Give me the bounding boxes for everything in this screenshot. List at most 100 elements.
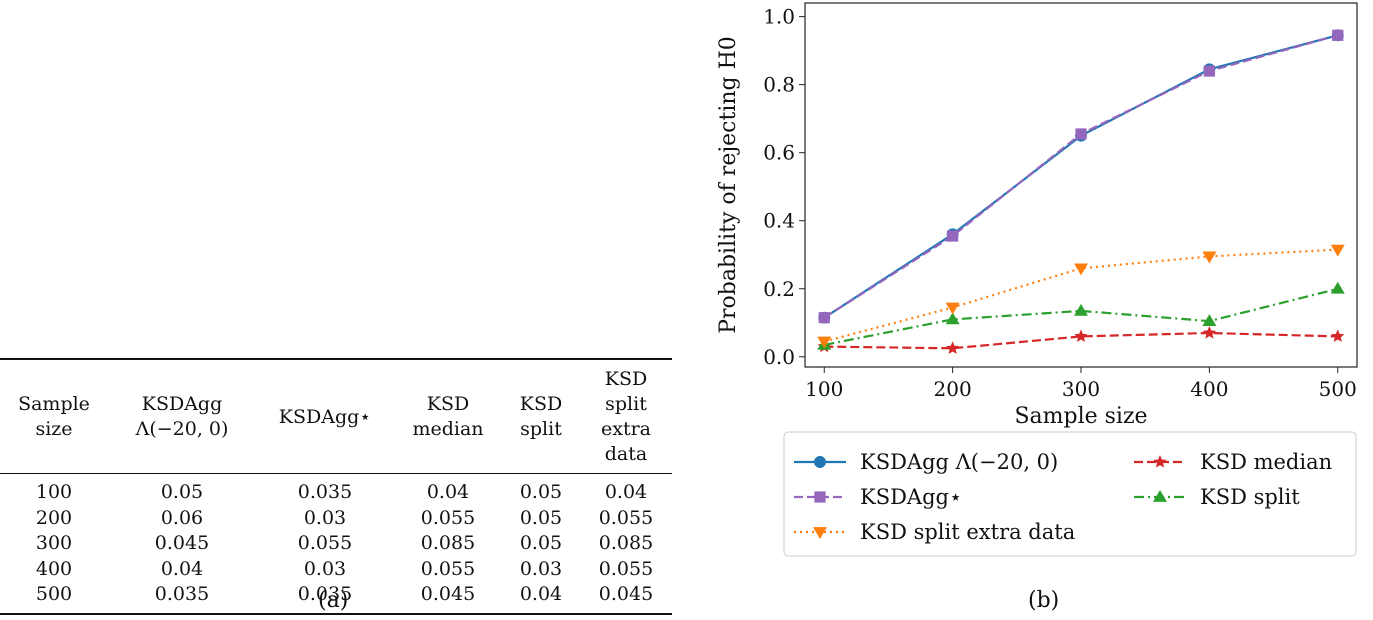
series-0 — [818, 29, 1344, 324]
data-point — [945, 302, 960, 315]
series-line — [824, 287, 1338, 346]
legend-label: KSDAgg Λ(−20, 0) — [860, 450, 1058, 474]
data-point — [947, 230, 959, 242]
header-ksd-split-extra: KSD split extra data — [580, 358, 672, 474]
table-row: 300 0.045 0.055 0.085 0.05 0.085 — [0, 531, 672, 557]
table-row: 400 0.04 0.03 0.055 0.03 0.055 — [0, 557, 672, 583]
y-tick-label: 0.2 — [763, 277, 795, 301]
table-cell: 0.06 — [160, 506, 204, 529]
y-tick-label: 0.0 — [763, 345, 795, 369]
caption-b: (b) — [1028, 588, 1060, 613]
table-row: 100 0.05 0.035 0.04 0.05 0.04 — [0, 474, 672, 506]
data-point — [1331, 329, 1345, 343]
data-point — [1202, 325, 1217, 339]
header-sample-size: Sample size — [0, 358, 108, 474]
legend-entry: KSD split — [1134, 485, 1300, 509]
legend-entry: KSDAgg Λ(−20, 0) — [794, 450, 1058, 474]
x-tick-label: 400 — [1190, 377, 1228, 401]
legend-label: KSD median — [1200, 450, 1332, 474]
table-cell: 0.045 — [154, 532, 210, 554]
table-cell: 0.045 — [394, 582, 502, 615]
table-cell: 0.085 — [598, 532, 654, 554]
table-cell: 0.085 — [420, 532, 476, 554]
legend-entry: KSD split extra data — [794, 520, 1075, 544]
header-ksdagg-lambda: KSDAgg Λ(−20, 0) — [108, 358, 256, 474]
table-cell: 0.03 — [303, 557, 347, 580]
x-tick-label: 100 — [805, 377, 843, 401]
series-layer — [817, 29, 1345, 354]
table-row: 200 0.06 0.03 0.055 0.05 0.055 — [0, 506, 672, 532]
legend-entry: KSDAgg⋆ — [794, 485, 962, 509]
table-cell: 0.04 — [502, 582, 580, 615]
table-cell: 400 — [35, 557, 73, 580]
data-point — [1202, 314, 1217, 326]
table-cell: 0.055 — [598, 557, 654, 580]
x-tick-label: 500 — [1319, 377, 1357, 401]
table-cell: 0.05 — [519, 506, 563, 529]
table-cell: 0.05 — [519, 481, 563, 503]
data-point — [1074, 263, 1088, 276]
data-point — [1074, 329, 1088, 343]
data-point — [945, 341, 960, 354]
series-1 — [818, 29, 1344, 324]
data-point — [1330, 281, 1345, 294]
data-point — [814, 456, 826, 468]
y-tick-label: 1.0 — [763, 5, 795, 29]
header-ksd-split: KSD split — [502, 358, 580, 474]
y-tick-label: 0.8 — [763, 73, 795, 97]
data-point — [817, 336, 832, 349]
y-tick-label: 0.6 — [763, 141, 795, 165]
table-cell: 0.05 — [519, 532, 563, 554]
table-cell: 0.045 — [580, 582, 672, 615]
data-point — [814, 491, 826, 503]
header-ksd-median: KSD median — [394, 358, 502, 474]
table-cell: 0.055 — [598, 506, 654, 529]
series-4 — [817, 281, 1345, 350]
line-chart: 0.0 0.2 0.4 0.6 0.8 1.0 100 200 300 400 500 Sample … — [716, 2, 1358, 557]
data-point — [945, 312, 960, 325]
axes-layer: 0.0 0.2 0.4 0.6 0.8 1.0 100 200 300 400 500 Sample … — [716, 2, 1358, 429]
data-point — [1330, 244, 1345, 257]
table-cell: 0.03 — [303, 506, 347, 529]
data-point — [1153, 490, 1167, 502]
header-ksdagg-star: KSDAgg⋆ — [256, 358, 394, 474]
table-cell: 100 — [35, 481, 73, 503]
table-cell: 0.04 — [160, 557, 204, 580]
data-point — [1075, 128, 1087, 140]
table-cell: 0.055 — [297, 532, 353, 554]
legend-label: KSDAgg⋆ — [860, 485, 962, 509]
table-cell: 0.055 — [420, 506, 476, 529]
data-point — [1074, 303, 1088, 316]
data-point — [813, 527, 827, 539]
legend-entry: KSD median — [1134, 450, 1332, 474]
x-tick-label: 200 — [934, 377, 972, 401]
chart-legend: KSDAgg Λ(−20, 0) KSDAgg⋆ KSD split extra d… — [783, 431, 1357, 557]
legend-label: KSD split extra data — [860, 520, 1075, 544]
table-cell: 200 — [35, 506, 73, 529]
table-cell: 300 — [35, 532, 73, 554]
table-row: 500 0.035 0.035 0.045 0.04 0.045 — [0, 582, 672, 615]
data-point — [818, 312, 830, 324]
data-point — [1153, 455, 1167, 468]
caption-a: (a) — [318, 588, 349, 613]
table-cell: 0.04 — [426, 481, 470, 503]
series-line — [824, 331, 1338, 350]
results-table: Sample size KSDAgg Λ(−20, 0) KSDAgg⋆ KSD me… — [0, 358, 672, 615]
table-cell: 0.03 — [519, 557, 563, 580]
series-2 — [817, 244, 1345, 349]
data-point — [1202, 251, 1217, 264]
x-axis-label: Sample size — [1014, 404, 1147, 429]
x-tick-label: 300 — [1062, 377, 1100, 401]
series-line — [824, 248, 1338, 343]
table-cell: 0.035 — [297, 481, 353, 503]
data-point — [1203, 65, 1215, 77]
table-cell: 500 — [0, 582, 108, 615]
table-cell: 0.04 — [604, 481, 648, 503]
table-cell: 0.035 — [108, 582, 256, 615]
results-table-panel: Sample size KSDAgg Λ(−20, 0) KSDAgg⋆ KSD me… — [0, 358, 672, 615]
y-axis-label: Probability of rejecting H0 — [716, 36, 741, 334]
legend-box — [783, 431, 1357, 557]
series-3 — [817, 325, 1345, 354]
table-header-row: Sample size KSDAgg Λ(−20, 0) KSDAgg⋆ KSD me… — [0, 358, 672, 474]
table-cell: 0.035 — [256, 582, 394, 615]
